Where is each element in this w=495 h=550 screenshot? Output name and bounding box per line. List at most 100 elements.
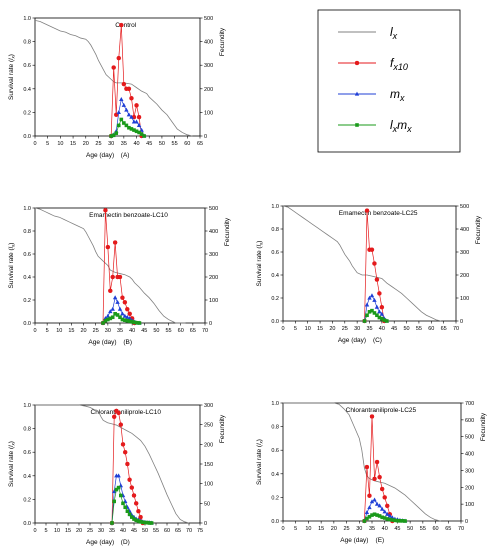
y-left-tick-label: 0.8 bbox=[271, 227, 279, 233]
data-point-fx10 bbox=[369, 247, 375, 252]
y-left-tick-label: 0.2 bbox=[23, 110, 31, 116]
y-left-tick-label: 0.2 bbox=[271, 495, 279, 501]
data-point-fx10 bbox=[364, 208, 370, 213]
y-left-tick-label: 0.6 bbox=[271, 250, 279, 256]
x-tick-label: 40 bbox=[129, 328, 135, 334]
data-point-lxmx bbox=[385, 517, 390, 521]
y-left-tick-label: 0.6 bbox=[23, 450, 31, 456]
data-point-mx bbox=[117, 306, 123, 311]
data-point-lxmx bbox=[110, 521, 114, 525]
data-point-mx bbox=[126, 112, 132, 117]
x-tick-label: 30 bbox=[108, 141, 114, 147]
y-right-tick-label: 100 bbox=[460, 296, 469, 302]
legend-item: lx bbox=[338, 25, 398, 41]
data-point-lxmx bbox=[114, 487, 119, 492]
x-tick-label: 50 bbox=[407, 526, 413, 532]
data-point-lxmx bbox=[367, 514, 372, 519]
data-point-lxmx bbox=[367, 310, 372, 314]
x-tick-label: 25 bbox=[95, 141, 101, 147]
x-tick-label: 45 bbox=[141, 328, 147, 334]
y-left-tick-label: 0.4 bbox=[23, 87, 31, 93]
y-right-tick-label: 300 bbox=[465, 468, 474, 474]
data-point-fx10 bbox=[136, 114, 142, 120]
series-lx bbox=[35, 404, 190, 524]
y-right-tick-label: 400 bbox=[465, 452, 474, 458]
x-tick-label: 0 bbox=[33, 328, 36, 334]
y-right-tick-label: 300 bbox=[204, 63, 213, 69]
data-point-fx10 bbox=[374, 459, 380, 465]
y-right-tick-label: 300 bbox=[204, 403, 213, 409]
data-point-fx10 bbox=[116, 410, 121, 416]
x-tick-label: 50 bbox=[142, 528, 148, 534]
data-point-lxmx bbox=[127, 512, 132, 517]
legend-item: lxmx bbox=[338, 118, 412, 134]
data-point-mx bbox=[122, 313, 128, 318]
y-left-axis-label: Survival rate (lx) bbox=[8, 54, 16, 100]
data-point-fx10 bbox=[110, 274, 115, 280]
x-tick-label: 5 bbox=[294, 526, 297, 532]
x-tick-label: 30 bbox=[354, 326, 360, 332]
x-tick-label: 35 bbox=[369, 526, 375, 532]
x-tick-label: 50 bbox=[404, 326, 410, 332]
data-point-mx bbox=[382, 509, 387, 514]
y-left-tick-label: 0.4 bbox=[23, 275, 31, 281]
data-point-fx10 bbox=[125, 306, 130, 312]
series-lx bbox=[34, 207, 186, 324]
data-point-lxmx bbox=[393, 518, 397, 523]
x-tick-label: 70 bbox=[458, 526, 464, 532]
data-point-fx10 bbox=[108, 288, 113, 294]
x-tick-label: 40 bbox=[382, 526, 388, 532]
series-lxmx bbox=[101, 312, 142, 325]
x-tick-label: 10 bbox=[57, 141, 63, 147]
data-point-lxmx bbox=[385, 319, 389, 323]
data-point-lxmx bbox=[127, 319, 132, 323]
y-right-tick-label: 0 bbox=[204, 134, 207, 140]
y-left-axis-label: Survival rate (lx) bbox=[8, 441, 16, 487]
data-point-fx10 bbox=[118, 422, 124, 427]
legend-label: lx bbox=[390, 25, 398, 41]
y-left-tick-label: 1.0 bbox=[23, 403, 31, 409]
legend-item: mx bbox=[338, 87, 405, 103]
x-tick-label: 45 bbox=[131, 528, 137, 534]
chart-panel-b: 0 5 10 15 20 25 30 35 40 45 50 55 60 65 70 0.0 0.2 0.4 0.6… bbox=[8, 206, 231, 346]
plot-frame bbox=[34, 207, 206, 324]
y-left-axis-label: Survival rate (lx) bbox=[256, 439, 264, 485]
data-point-mx bbox=[136, 122, 142, 127]
x-tick-label: 65 bbox=[445, 526, 451, 532]
data-point-mx bbox=[108, 309, 113, 314]
y-left-tick-label: 1.0 bbox=[23, 16, 31, 22]
x-tick-label: 20 bbox=[76, 528, 82, 534]
data-point-lxmx bbox=[137, 130, 141, 135]
y-left-tick-label: 0.8 bbox=[271, 425, 279, 431]
x-tick-label: 5 bbox=[46, 141, 49, 147]
data-point-mx bbox=[377, 309, 382, 314]
y-right-axis-label: Fecundity bbox=[480, 412, 487, 441]
data-point-lxmx bbox=[123, 318, 127, 323]
x-tick-label: 20 bbox=[329, 326, 335, 332]
data-point-mx bbox=[377, 503, 382, 508]
data-point-fx10 bbox=[134, 103, 139, 108]
y-left-tick-label: 0.2 bbox=[23, 298, 31, 304]
x-tick-label: 20 bbox=[331, 526, 337, 532]
data-point-mx bbox=[125, 314, 130, 319]
series-fx10 bbox=[100, 208, 137, 326]
chart-panel-e: 0 5 10 15 20 25 30 35 40 45 50 55 60 65 70 0.0 0.2 0.4 0.6… bbox=[256, 401, 487, 544]
x-tick-label: 0 bbox=[33, 141, 36, 147]
y-right-axis-label: Fecundity bbox=[475, 215, 482, 244]
data-point-fx10 bbox=[379, 304, 385, 310]
data-point-lxmx bbox=[113, 312, 117, 316]
y-right-tick-label: 200 bbox=[204, 442, 213, 448]
data-point-fx10 bbox=[127, 477, 132, 482]
data-point-fx10 bbox=[372, 261, 377, 266]
data-point-fx10 bbox=[103, 208, 108, 213]
data-point-lxmx bbox=[115, 313, 120, 317]
x-tick-label: 50 bbox=[159, 141, 165, 147]
y-right-tick-label: 500 bbox=[465, 435, 474, 441]
data-point-mx bbox=[121, 102, 127, 107]
data-point-lxmx bbox=[120, 317, 125, 322]
data-point-lxmx bbox=[116, 123, 121, 128]
data-point-fx10 bbox=[116, 55, 122, 61]
y-right-tick-label: 700 bbox=[465, 401, 474, 407]
x-tick-label: 40 bbox=[379, 326, 385, 332]
y-right-tick-label: 400 bbox=[209, 229, 218, 235]
